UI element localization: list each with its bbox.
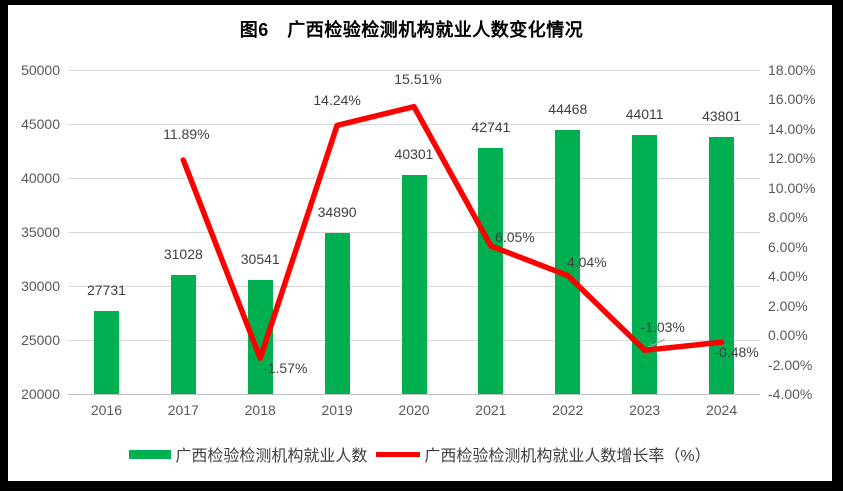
left-axis-tick-20000: 20000 [21,386,60,402]
gridline-20000 [68,393,760,395]
legend-line-label: 广西检验检测机构就业人数增长率（%） [424,448,711,465]
left-axis-tick-45000: 45000 [21,116,60,132]
x-axis-label-2019: 2019 [321,402,353,418]
growth-label-2023: -1.03% [640,319,685,336]
left-axis-tick-40000: 40000 [21,170,60,186]
x-axis-label-2024: 2024 [705,402,738,418]
bar-2020 [401,174,427,394]
right-axis-tick-2.00%: 2.00% [768,297,808,314]
growth-label-2022: 4.04% [566,253,607,270]
growth-label-2020: 15.51% [394,70,442,87]
right-axis-tick--4.00%: -4.00% [768,386,813,402]
x-axis-label-2017: 2017 [167,402,199,418]
bar-value-2019: 34890 [317,204,357,221]
bar-value-2018: 30541 [240,251,280,268]
right-axis-tick--2.00%: -2.00% [768,356,813,373]
right-axis-tick-16.00%: 16.00% [768,91,816,108]
growth-label-2024: -0.48% [714,344,759,361]
growth-label-2018: -1.57% [263,360,308,377]
left-axis-tick-30000: 30000 [21,278,60,294]
bar-2016 [93,310,119,394]
gridline-45000 [68,123,760,125]
right-axis-tick-0.00%: 0.00% [768,327,808,344]
chart-title: 图6 广西检验检测机构就业人数变化情况 [239,20,584,40]
x-axis-label-2016: 2016 [90,402,123,418]
x-axis-label-2018: 2018 [244,402,276,418]
left-axis-tick-35000: 35000 [21,224,60,240]
bar-value-2017: 31028 [163,245,203,262]
bar-value-2024: 43801 [702,107,742,124]
gridline-50000 [68,69,760,71]
x-axis-label-2022: 2022 [552,402,584,418]
right-axis-tick-10.00%: 10.00% [768,179,816,196]
bar-value-2022: 44468 [548,100,588,117]
growth-label-2021: 6.05% [495,228,535,245]
bar-value-2021: 42741 [471,119,511,136]
legend-bar-label: 广西检验检测机构就业人数 [175,448,368,465]
left-axis-tick-50000: 50000 [21,62,60,78]
bar-value-2016: 27731 [86,281,126,298]
growth-label-2019: 14.24% [313,92,361,109]
legend: 广西检验检测机构就业人数 广西检验检测机构就业人数增长率（%） [8,444,832,465]
right-axis-tick-8.00%: 8.00% [768,209,808,226]
x-axis-label-2023: 2023 [629,402,661,418]
right-axis-tick-14.00%: 14.00% [768,120,816,137]
bar-value-2023: 44011 [625,105,664,122]
bar-2021 [478,148,504,394]
bar-2017 [170,274,196,394]
legend-bar-swatch-icon [129,449,172,459]
bar-2023 [632,134,658,394]
right-axis-tick-12.00%: 12.00% [768,150,816,167]
growth-label-2017: 11.89% [163,125,210,142]
bar-2019 [324,233,350,394]
x-axis-label-2021: 2021 [475,402,507,418]
bar-value-2020: 40301 [394,145,434,162]
right-axis-tick-18.00%: 18.00% [768,62,816,78]
right-axis-tick-6.00%: 6.00% [768,238,808,255]
right-axis-tick-4.00%: 4.00% [768,268,808,285]
left-axis-tick-25000: 25000 [21,332,60,348]
legend-line-swatch-icon [376,451,421,457]
bar-2018 [247,280,273,394]
x-axis-label-2020: 2020 [398,402,430,418]
